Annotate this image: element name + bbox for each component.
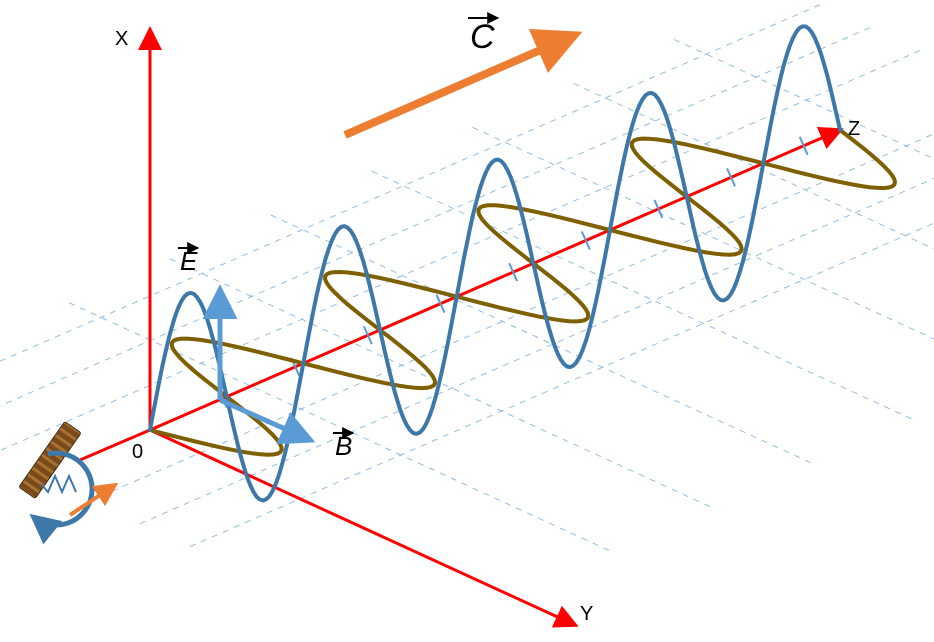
b-vector-label: B: [333, 431, 353, 461]
origin-label: 0: [132, 441, 143, 463]
y-axis-label: Y: [580, 603, 593, 625]
svg-text:E: E: [180, 246, 198, 276]
labels: X Y Z 0 E B C: [115, 18, 860, 625]
svg-text:B: B: [335, 431, 352, 461]
e-vector-label: E: [178, 246, 198, 276]
c-vector-label: C: [468, 18, 498, 56]
svg-text:C: C: [470, 18, 495, 56]
source-sketch: [19, 421, 115, 525]
axes: [80, 30, 840, 625]
c-arrow: [345, 35, 575, 135]
em-wave-diagram: X Y Z 0 E B C: [0, 0, 934, 642]
x-axis-label: X: [115, 28, 128, 50]
propagation-vector: [345, 35, 575, 135]
z-axis-label: Z: [848, 118, 860, 140]
e-field-wave: [150, 26, 840, 500]
